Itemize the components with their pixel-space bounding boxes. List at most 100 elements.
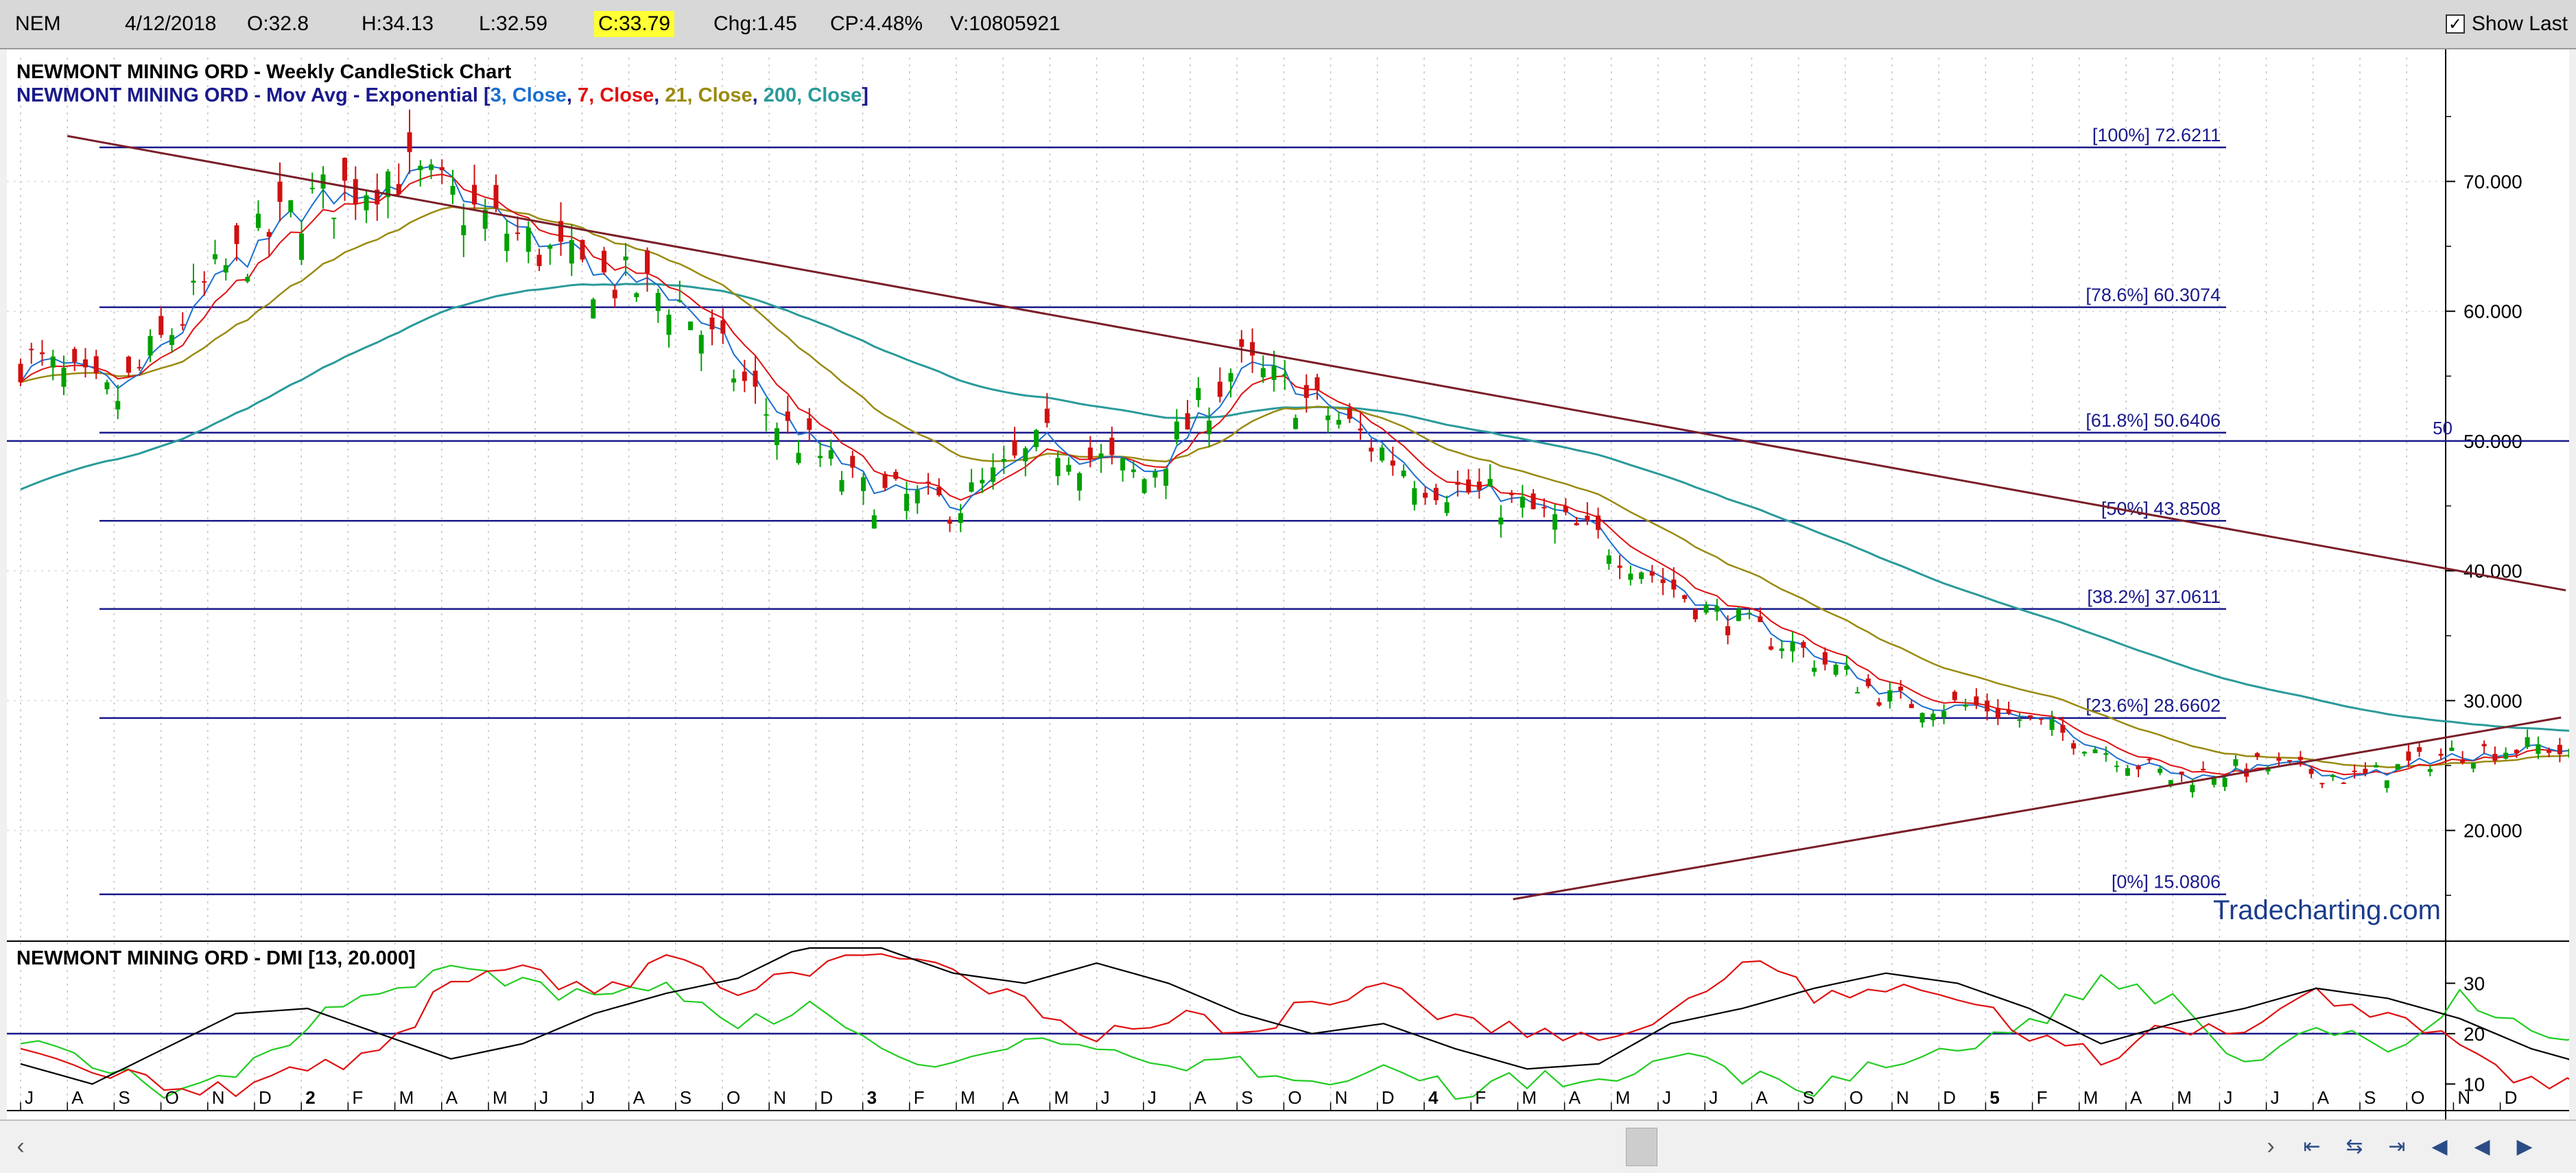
descending-trend-line xyxy=(67,134,2566,592)
time-axis-label: A xyxy=(1756,1087,1768,1108)
candle-body xyxy=(2060,724,2066,733)
zoom-fit-icon[interactable]: ⇤ xyxy=(2303,1135,2321,1159)
candle-body xyxy=(796,453,801,464)
ema200-line xyxy=(20,283,2569,732)
candle-body xyxy=(991,467,996,482)
candle-body xyxy=(612,289,617,298)
candle-body xyxy=(1303,385,1309,399)
candle-body xyxy=(850,455,855,468)
time-axis-label: O xyxy=(726,1087,740,1108)
scroll-back-icon[interactable]: ◀ xyxy=(2474,1135,2490,1159)
candle-body xyxy=(1779,648,1784,652)
candle-body xyxy=(353,179,358,205)
ema7-line xyxy=(20,174,2569,776)
scroll-thumb[interactable] xyxy=(1626,1128,1657,1166)
time-axis-label: M xyxy=(1054,1087,1069,1108)
time-axis-label: 4 xyxy=(1428,1087,1439,1108)
candle-body xyxy=(2330,774,2336,777)
candle-body xyxy=(1574,523,1579,525)
candle-body xyxy=(1034,430,1039,447)
candle-body xyxy=(807,418,812,430)
candle-body xyxy=(1369,447,1374,452)
scroll-right-arrow-icon[interactable]: › xyxy=(2267,1133,2275,1159)
time-axis-label: M xyxy=(2177,1087,2192,1108)
candle-body xyxy=(1963,704,1968,707)
candle-body xyxy=(493,185,499,209)
candle-body xyxy=(1433,488,1439,501)
candle-body xyxy=(904,493,910,511)
fib-level-label: [0%] 15.0806 xyxy=(2112,872,2221,892)
candle-body xyxy=(828,450,834,459)
candle-body xyxy=(1066,464,1072,472)
candle-body xyxy=(266,232,272,237)
show-last-checkbox[interactable]: ✓ xyxy=(2445,14,2465,34)
dmi-plus-di-line xyxy=(20,964,2569,1100)
candle-body xyxy=(1174,421,1179,440)
time-axis-label: M xyxy=(1522,1087,1537,1108)
candle-body xyxy=(2071,743,2077,749)
candle-body xyxy=(1617,565,1622,568)
dmi-tick-label: 20 xyxy=(2463,1023,2485,1045)
subtitle-ema21: 21, Close xyxy=(665,84,752,106)
ema3-line xyxy=(20,165,2569,781)
candle-body xyxy=(418,165,423,171)
candle-body xyxy=(2568,748,2569,758)
candle-body xyxy=(602,250,607,273)
candle-body xyxy=(1498,517,1504,525)
candle-body xyxy=(1758,616,1763,622)
candle-body xyxy=(2460,759,2466,763)
candle-body xyxy=(2038,718,2044,720)
scroll-left-arrow-icon[interactable]: ‹ xyxy=(16,1133,25,1159)
candle-body xyxy=(839,479,844,492)
candle-body xyxy=(2125,768,2130,776)
candle-body xyxy=(1336,420,1342,425)
candle-body xyxy=(1282,374,1288,376)
candle-body xyxy=(1217,381,1222,397)
show-last-toggle[interactable]: ✓ Show Last xyxy=(2445,11,2568,37)
candle-body xyxy=(2028,715,2033,718)
candle-body xyxy=(861,477,866,491)
candle-body xyxy=(785,411,790,421)
candle-body xyxy=(1228,372,1233,382)
time-axis-label: 5 xyxy=(1989,1087,1999,1108)
candle-body xyxy=(2363,768,2368,774)
candle-body xyxy=(1606,555,1611,565)
candle-body xyxy=(1725,626,1731,636)
candle-body xyxy=(1423,493,1428,498)
candle-body xyxy=(1163,469,1169,486)
candle-body xyxy=(1098,453,1104,458)
candle-body xyxy=(2276,757,2282,761)
candle-body xyxy=(1455,482,1461,485)
candle-body xyxy=(1412,488,1417,505)
time-axis-label: A xyxy=(2317,1087,2330,1108)
candle-body xyxy=(1487,479,1493,486)
candle-body xyxy=(1087,447,1093,460)
candle-body xyxy=(396,184,401,195)
time-axis-label: F xyxy=(2037,1087,2048,1108)
candle-body xyxy=(1833,665,1839,675)
time-axis-label: D xyxy=(2505,1087,2518,1108)
subtitle-ema7: 7, Close xyxy=(578,84,654,106)
zoom-toggle-icon[interactable]: ⇆ xyxy=(2345,1135,2363,1159)
time-axis-label: M xyxy=(1616,1087,1631,1108)
zoom-end-icon[interactable]: ⇥ xyxy=(2388,1135,2406,1159)
candle-body xyxy=(1390,460,1395,466)
candle-body xyxy=(1692,609,1698,619)
candle-body xyxy=(504,233,510,251)
scroll-forward-icon[interactable]: ▶ xyxy=(2516,1135,2533,1159)
candle-body xyxy=(1563,506,1568,512)
candle-body xyxy=(947,519,953,524)
candle-body xyxy=(1509,493,1515,495)
candle-body xyxy=(202,281,207,283)
candle-body xyxy=(709,317,715,330)
candle-body xyxy=(1260,368,1266,377)
candle-body xyxy=(698,335,704,354)
time-axis-label: A xyxy=(71,1087,84,1108)
candle-body xyxy=(1898,687,1904,691)
candle-body xyxy=(558,221,564,242)
scroll-back-fast-icon[interactable]: ◀ xyxy=(2431,1135,2448,1159)
horizontal-scrollbar[interactable]: ‹ › ⇤ ⇆ ⇥ ◀ ◀ ▶ xyxy=(0,1119,2576,1173)
fib-level-label: [100%] 72.6211 xyxy=(2092,125,2221,145)
candle-body xyxy=(1109,438,1115,455)
time-axis-label: M xyxy=(493,1087,508,1108)
